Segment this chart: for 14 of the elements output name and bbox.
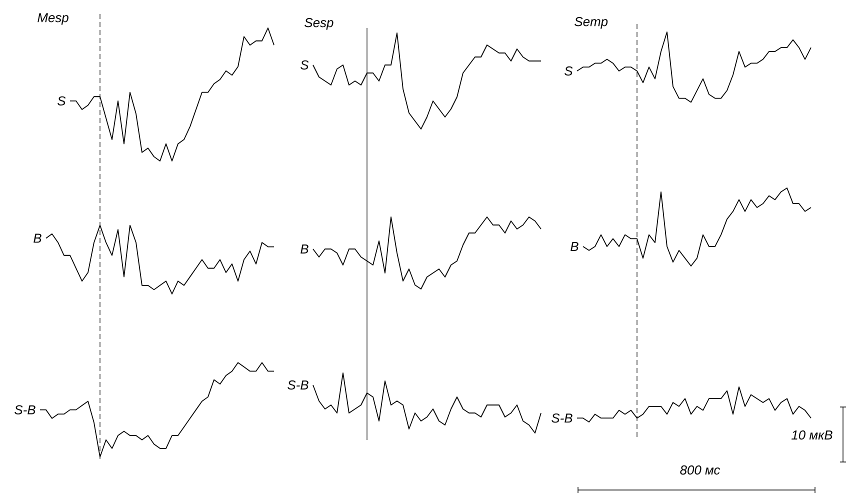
series-label: B — [570, 242, 578, 251]
series-label: S — [58, 96, 66, 106]
series-label: S-B — [288, 380, 308, 390]
series-label: B — [300, 244, 308, 254]
text: 10 мкВ — [792, 430, 832, 440]
chart-title: Semp — [574, 17, 608, 29]
series-label: S — [300, 60, 309, 70]
text: 800 мс — [680, 465, 720, 475]
chart-title: Mesp — [38, 13, 68, 25]
series-label: S-B — [14, 405, 36, 414]
series-label: S-B — [552, 414, 572, 423]
series-label: S — [564, 66, 573, 76]
series-label: B — [34, 234, 42, 243]
chart-title: Sesp — [304, 18, 334, 30]
